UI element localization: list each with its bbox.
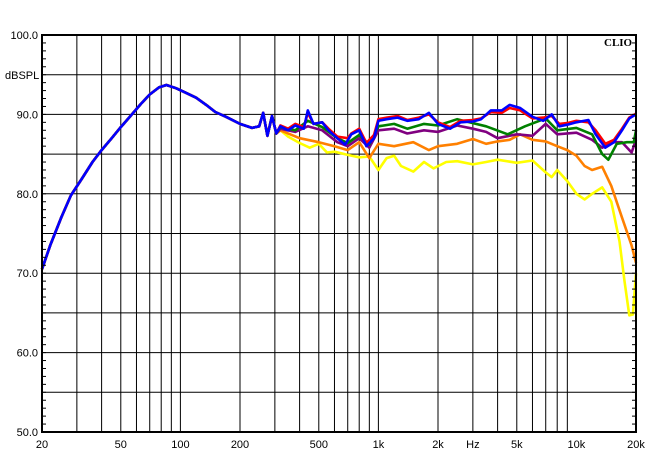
y-tick-labels: 100.0 90.0 80.0 70.0 60.0 50.0 bbox=[10, 30, 38, 439]
y-tick-label: 80.0 bbox=[17, 189, 38, 201]
y-tick-label: 50.0 bbox=[17, 427, 38, 439]
y-tick-label: 60.0 bbox=[17, 348, 38, 360]
x-tick-label: 100 bbox=[171, 439, 189, 451]
series-line-4 bbox=[40, 83, 637, 270]
y-tick-label: 100.0 bbox=[10, 30, 38, 42]
x-tick-label: 20k bbox=[627, 439, 645, 451]
minor-ticks bbox=[42, 42, 636, 425]
x-tick-label: 2k bbox=[432, 439, 444, 451]
series-line-3 bbox=[40, 83, 638, 270]
x-tick-label: 500 bbox=[310, 439, 328, 451]
y-tick-label: 90.0 bbox=[17, 109, 38, 121]
series-line-1 bbox=[40, 83, 638, 270]
x-tick-label: 20 bbox=[36, 439, 48, 451]
clio-brand: CLIO bbox=[604, 37, 633, 49]
series-line-5 bbox=[40, 83, 637, 270]
series-layer bbox=[40, 83, 638, 317]
x-tick-label: 1k bbox=[373, 439, 385, 451]
y-axis-label: dBSPL bbox=[5, 70, 39, 82]
x-tick-labels: 20 50 100 200 500 1k 2k Hz 5k 10k 20k bbox=[36, 439, 645, 451]
x-tick-label: 200 bbox=[231, 439, 249, 451]
x-tick-label: 10k bbox=[568, 439, 586, 451]
x-tick-label: 50 bbox=[115, 439, 127, 451]
series-line-2 bbox=[40, 83, 638, 270]
x-tick-label: 5k bbox=[511, 439, 523, 451]
y-tick-label: 70.0 bbox=[17, 268, 38, 280]
x-tick-label: Hz bbox=[466, 439, 479, 451]
grid bbox=[41, 34, 637, 433]
